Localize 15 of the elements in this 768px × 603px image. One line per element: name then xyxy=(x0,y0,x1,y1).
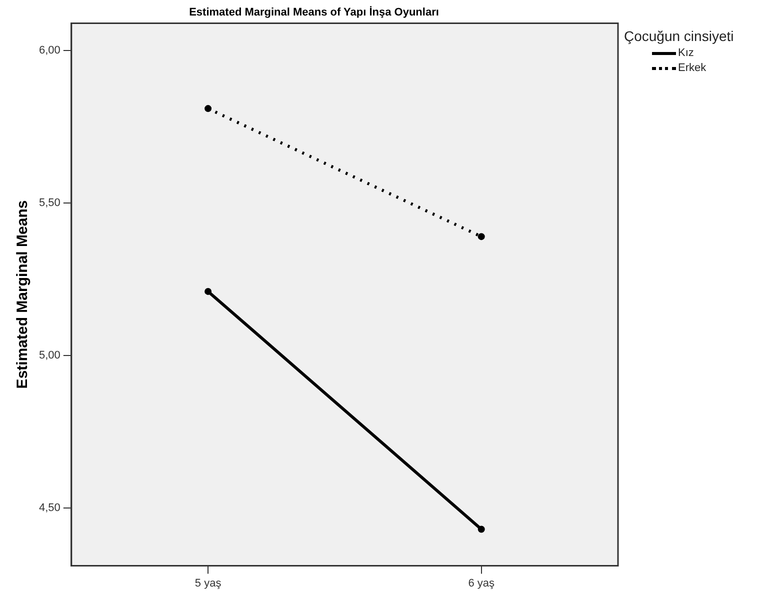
y-tick-label: 4,50 xyxy=(38,502,60,514)
y-axis-title: Estimated Marginal Means xyxy=(14,200,32,389)
point xyxy=(478,233,485,240)
y-tick-label: 6,00 xyxy=(38,44,60,57)
chart-title: Estimated Marginal Means of Yapı İnşa Oyunları xyxy=(189,6,439,19)
point xyxy=(478,526,485,533)
y-tick-label: 5,00 xyxy=(38,350,60,362)
point xyxy=(204,105,212,112)
legend-title: Çocuğun cinsiyeti xyxy=(624,28,734,44)
point xyxy=(204,288,212,295)
x-tick-label: 5 yaş xyxy=(194,577,222,590)
legend-label: Erkek xyxy=(678,62,706,74)
x-tick-label: 6 yaş xyxy=(468,577,495,590)
legend-label: Kız xyxy=(678,47,694,59)
y-tick-label: 5,50 xyxy=(38,197,60,210)
